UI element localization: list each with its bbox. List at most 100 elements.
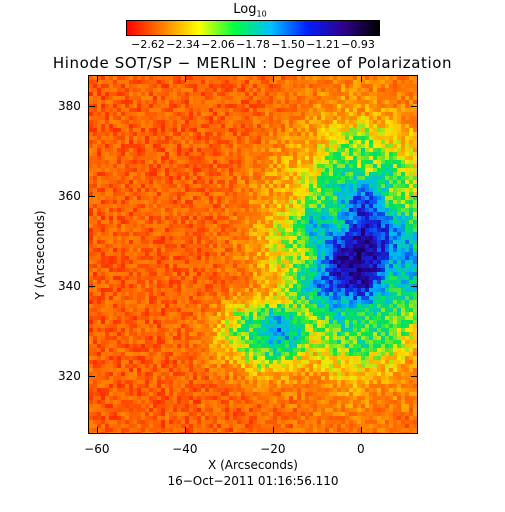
heatmap-cell — [405, 280, 409, 284]
heatmap-cell — [337, 280, 341, 284]
heatmap-cell — [285, 96, 289, 100]
heatmap-cell — [253, 176, 257, 180]
heatmap-cell — [145, 148, 149, 152]
heatmap-cell — [321, 236, 325, 240]
heatmap-cell — [409, 248, 413, 252]
heatmap-cell — [377, 212, 381, 216]
heatmap-cell — [89, 152, 93, 156]
heatmap-cell — [225, 276, 229, 280]
heatmap-cell — [253, 264, 257, 268]
heatmap-cell — [297, 88, 301, 92]
heatmap-cell — [361, 124, 365, 128]
heatmap-cell — [149, 308, 153, 312]
heatmap-cell — [209, 300, 213, 304]
heatmap-cell — [109, 264, 113, 268]
heatmap-cell — [393, 124, 397, 128]
heatmap-cell — [157, 228, 161, 232]
heatmap-cell — [137, 124, 141, 128]
heatmap-cell — [413, 116, 417, 120]
heatmap-cell — [225, 260, 229, 264]
heatmap-cell — [309, 296, 313, 300]
heatmap-cell — [389, 216, 393, 220]
heatmap-cell — [313, 148, 317, 152]
heatmap-cell — [149, 200, 153, 204]
heatmap-cell — [93, 256, 97, 260]
heatmap-cell — [365, 136, 369, 140]
heatmap-cell — [197, 100, 201, 104]
heatmap-cell — [341, 284, 345, 288]
heatmap-cell — [101, 116, 105, 120]
heatmap-cell — [389, 100, 393, 104]
heatmap-cell — [393, 192, 397, 196]
heatmap-cell — [181, 316, 185, 320]
heatmap-cell — [237, 260, 241, 264]
heatmap-cell — [173, 184, 177, 188]
heatmap-cell — [141, 248, 145, 252]
heatmap-cell — [117, 120, 121, 124]
heatmap-cell — [349, 208, 353, 212]
heatmap-cell — [121, 140, 125, 144]
heatmap-cell — [377, 300, 381, 304]
heatmap-cell — [117, 124, 121, 128]
heatmap-cell — [109, 176, 113, 180]
heatmap-cell — [197, 108, 201, 112]
heatmap-cell — [365, 288, 369, 292]
heatmap-cell — [409, 272, 413, 276]
heatmap-cell — [237, 88, 241, 92]
heatmap-cell — [225, 80, 229, 84]
heatmap-cell — [237, 140, 241, 144]
heatmap-cell — [369, 268, 373, 272]
heatmap-cell — [205, 128, 209, 132]
heatmap-cell — [409, 136, 413, 140]
heatmap-cell — [289, 140, 293, 144]
heatmap-cell — [329, 228, 333, 232]
heatmap-cell — [341, 180, 345, 184]
heatmap-cell — [329, 144, 333, 148]
heatmap-cell — [113, 168, 117, 172]
heatmap-cell — [209, 108, 213, 112]
heatmap-cell — [97, 116, 101, 120]
heatmap-cell — [281, 220, 285, 224]
heatmap-cell — [249, 216, 253, 220]
heatmap-cell — [153, 264, 157, 268]
heatmap-cell — [297, 164, 301, 168]
heatmap-cell — [89, 176, 93, 180]
heatmap-cell — [217, 152, 221, 156]
heatmap-cell — [197, 240, 201, 244]
heatmap-cell — [369, 172, 373, 176]
heatmap-cell — [101, 156, 105, 160]
heatmap-cell — [337, 128, 341, 132]
heatmap-cell — [265, 188, 269, 192]
heatmap-cell — [113, 292, 117, 296]
heatmap-cell — [137, 256, 141, 260]
heatmap-cell — [93, 236, 97, 240]
heatmap-cell — [201, 176, 205, 180]
heatmap-cell — [277, 300, 281, 304]
heatmap-cell — [289, 272, 293, 276]
heatmap-cell — [129, 260, 133, 264]
heatmap-cell — [129, 236, 133, 240]
heatmap-cell — [165, 152, 169, 156]
heatmap-cell — [89, 92, 93, 96]
heatmap-cell — [193, 220, 197, 224]
heatmap-cell — [289, 112, 293, 116]
heatmap-cell — [369, 272, 373, 276]
heatmap-cell — [113, 84, 117, 88]
heatmap-cell — [193, 268, 197, 272]
heatmap-cell — [189, 148, 193, 152]
heatmap-cell — [313, 108, 317, 112]
heatmap-cell — [297, 248, 301, 252]
heatmap-cell — [165, 244, 169, 248]
heatmap-cell — [337, 172, 341, 176]
heatmap-cell — [121, 240, 125, 244]
heatmap-cell — [245, 296, 249, 300]
heatmap-cell — [329, 132, 333, 136]
heatmap-cell — [345, 280, 349, 284]
heatmap-cell — [393, 232, 397, 236]
heatmap-cell — [197, 132, 201, 136]
heatmap-cell — [117, 208, 121, 212]
heatmap-cell — [229, 92, 233, 96]
heatmap-cell — [137, 252, 141, 256]
heatmap-cell — [285, 140, 289, 144]
heatmap-cell — [229, 256, 233, 260]
